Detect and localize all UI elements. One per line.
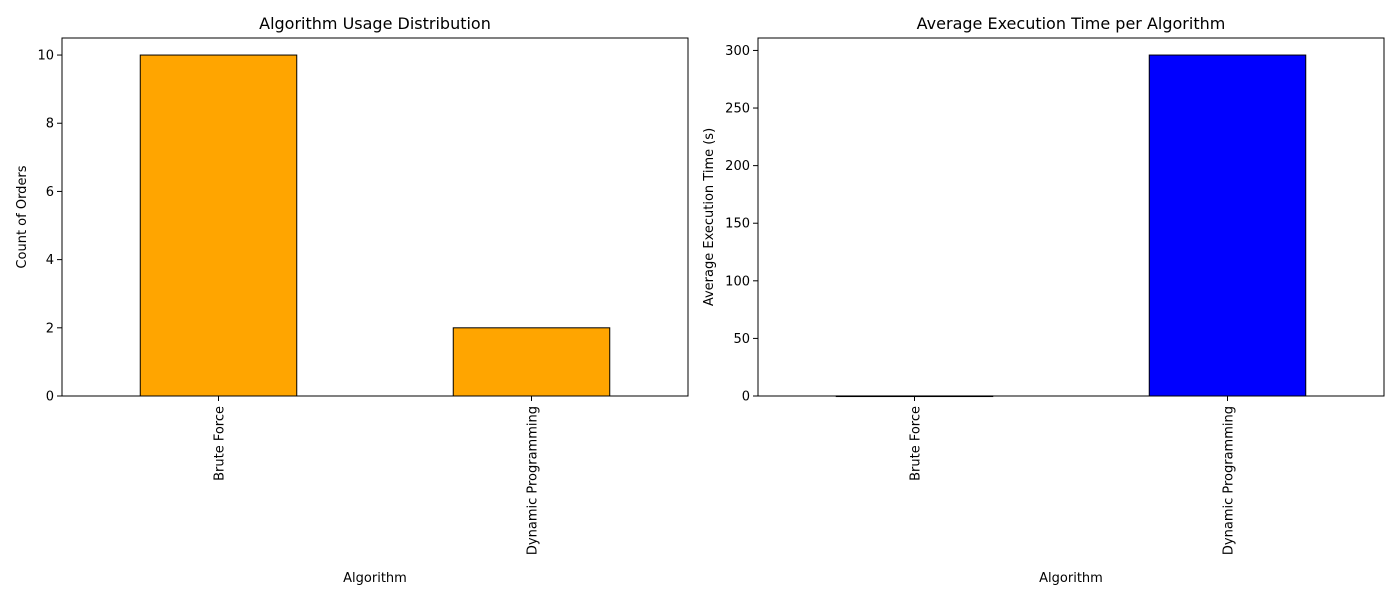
x-tick-label: Brute Force — [213, 406, 228, 481]
execution-time-chart: Average Execution Time per Algorithm Ave… — [702, 14, 1385, 586]
y-tick-label: 300 — [725, 44, 750, 59]
y-tick-label: 10 — [37, 49, 54, 64]
x-tick-label: Dynamic Programming — [526, 406, 541, 555]
y-tick-label: 150 — [725, 217, 750, 232]
x-axis-label: Algorithm — [343, 571, 407, 586]
y-axis-label: Average Execution Time (s) — [702, 128, 717, 306]
y-tick-label: 200 — [725, 159, 750, 174]
y-tick-label: 4 — [46, 253, 54, 268]
y-tick-label: 250 — [725, 102, 750, 117]
y-tick-label: 6 — [46, 185, 54, 200]
y-ticks: 0 2 4 6 8 10 — [37, 49, 62, 405]
plot-frame — [61, 37, 689, 397]
x-tick-label: Brute Force — [909, 406, 924, 481]
x-axis-label: Algorithm — [1039, 571, 1103, 586]
bar-brute-force — [139, 54, 298, 397]
y-tick-label: 0 — [46, 390, 54, 405]
x-ticks: Brute Force Dynamic Programming — [909, 396, 1237, 555]
y-tick-label: 2 — [46, 321, 54, 336]
y-tick-label: 8 — [46, 117, 54, 132]
usage-distribution-chart: Algorithm Usage Distribution Count of Or… — [15, 14, 689, 586]
y-axis-label: Count of Orders — [15, 165, 30, 268]
bar-dynamic-programming — [1148, 54, 1307, 397]
x-tick-label: Dynamic Programming — [1222, 406, 1237, 555]
bar-dynamic-programming — [452, 327, 611, 397]
y-ticks: 0 50 100 150 200 250 300 — [725, 44, 758, 405]
plot-frame — [757, 37, 1385, 397]
bars — [139, 54, 611, 397]
y-tick-label: 100 — [725, 274, 750, 289]
chart-title: Algorithm Usage Distribution — [259, 14, 491, 33]
y-tick-label: 50 — [733, 332, 750, 347]
chart-title: Average Execution Time per Algorithm — [917, 14, 1226, 33]
y-tick-label: 0 — [742, 390, 750, 405]
x-ticks: Brute Force Dynamic Programming — [213, 396, 541, 555]
bars — [835, 54, 1307, 398]
